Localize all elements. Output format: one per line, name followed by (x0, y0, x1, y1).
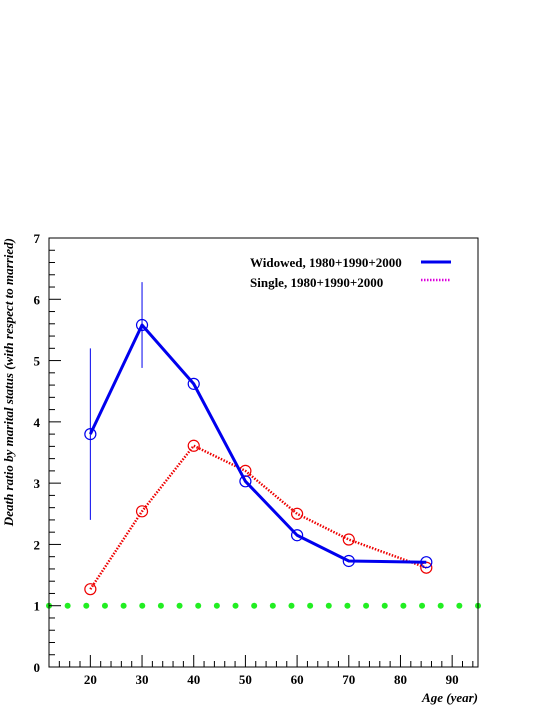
data-point-widowed (84, 428, 97, 441)
data-point-single (342, 533, 355, 546)
y-tick-label: 7 (34, 231, 41, 246)
reference-line-dot (195, 602, 202, 609)
data-point-single (84, 583, 97, 596)
reference-line-dot (437, 602, 444, 609)
y-tick-label: 1 (34, 599, 41, 614)
data-point-widowed (239, 475, 252, 488)
legend-label-widowed: Widowed, 1980+1990+2000 (250, 255, 402, 270)
data-point-widowed (342, 554, 355, 568)
x-tick-label: 50 (239, 672, 252, 687)
reference-line-dot (307, 602, 314, 609)
reference-line-dot (344, 602, 351, 609)
data-point-single (420, 561, 433, 574)
x-tick-label: 70 (342, 672, 355, 687)
data-point-single (187, 439, 200, 452)
plot-layer (46, 282, 481, 609)
reference-line-dot (419, 602, 426, 609)
reference-line-dot (456, 602, 463, 609)
axes-layer: 20 30 40 50 60 70 80 90 0 1 2 3 4 5 6 7 (34, 231, 479, 687)
y-tick-label: 2 (34, 537, 41, 552)
series-line-single (89, 444, 427, 590)
y-tick-label: 3 (34, 476, 41, 491)
y-tick-label: 4 (34, 415, 41, 430)
reference-line-dot (101, 602, 108, 609)
x-tick-label: 60 (291, 672, 304, 687)
reference-line-dot (381, 602, 388, 609)
reference-line-dot (400, 602, 407, 609)
reference-line-dot (269, 602, 276, 609)
reference-line-dot (232, 602, 239, 609)
plot-frame (48, 237, 479, 668)
y-tick-label: 6 (34, 292, 41, 307)
data-point-widowed (420, 556, 433, 569)
reference-line-dot (213, 602, 220, 609)
reference-line-dot (288, 602, 295, 609)
legend-label-single: Single, 1980+1990+2000 (250, 275, 383, 290)
reference-line-dot (157, 602, 164, 609)
data-point-widowed (135, 318, 149, 332)
data-point-widowed (290, 529, 304, 542)
y-tick-label: 5 (34, 354, 41, 369)
x-tick-label: 20 (84, 672, 97, 687)
reference-line-dot (251, 602, 258, 609)
x-tick-label: 40 (187, 672, 200, 687)
x-axis-title: Age (year) (421, 690, 478, 705)
reference-line-dot (176, 602, 183, 609)
data-point-single (290, 507, 304, 520)
reference-line-dot (83, 602, 90, 609)
data-point-widowed (187, 377, 200, 390)
series-line-widowed (88, 323, 427, 564)
y-tick-label: 0 (34, 660, 41, 675)
reference-line-dot (139, 602, 146, 609)
y-axis-title: Death ratio by marital status (with resp… (1, 238, 16, 527)
reference-line-dot (120, 602, 127, 609)
x-tick-label: 90 (446, 672, 459, 687)
x-tick-label: 80 (394, 672, 407, 687)
data-point-single (135, 505, 149, 518)
reference-line-dot (363, 602, 370, 609)
reference-line-dot (325, 602, 332, 609)
legend-layer: Widowed, 1980+1990+2000 Single, 1980+199… (250, 255, 451, 290)
reference-line-dot (64, 602, 71, 609)
x-tick-label: 30 (136, 672, 149, 687)
